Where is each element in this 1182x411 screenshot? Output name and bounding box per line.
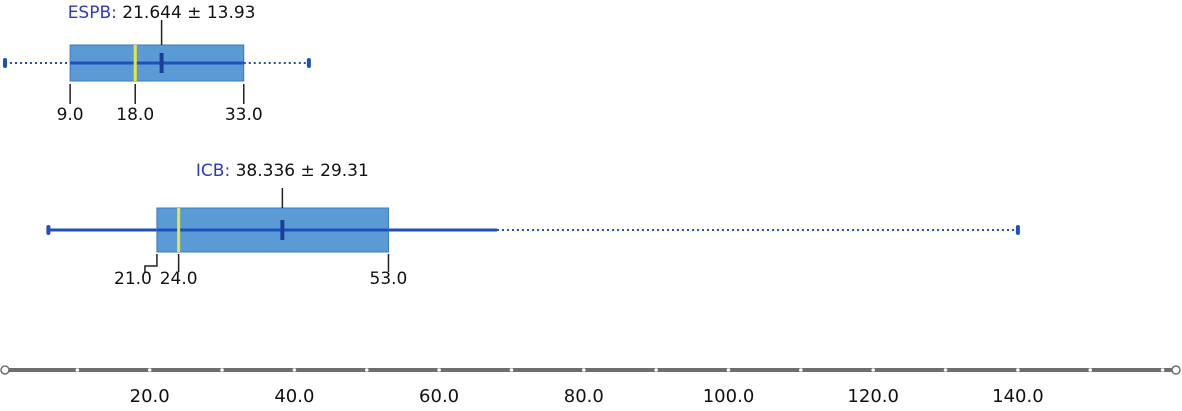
x-axis-left-cap	[0, 365, 10, 375]
x-tick-label: 120.0	[847, 386, 899, 407]
icb-q1-label: 21.0	[114, 269, 152, 289]
espb-q1-label: 9.0	[57, 105, 84, 125]
x-tick-label: 40.0	[274, 386, 314, 407]
x-axis-tick-dot	[292, 368, 297, 372]
icb-series-name: ICB:	[196, 161, 230, 181]
x-axis-tick-dot	[220, 368, 224, 372]
espb-series-label: ESPB: 21.644 ± 13.93	[68, 3, 256, 23]
espb-median-label: 18.0	[116, 105, 154, 125]
icb-max-marker	[1015, 225, 1020, 235]
x-axis-tick-dot	[726, 368, 731, 372]
x-axis-tick-dot	[654, 368, 658, 372]
icb-min-marker	[46, 225, 51, 235]
icb-mean-sd-value: 38.336 ± 29.31	[230, 161, 369, 181]
x-axis-tick-dot	[437, 368, 441, 372]
x-tick-label: 100.0	[703, 386, 755, 407]
x-axis-tick-dot	[799, 368, 803, 372]
icb-q3-label: 53.0	[370, 269, 408, 289]
espb-mean-sd-value: 21.644 ± 13.93	[117, 3, 256, 23]
x-axis-tick-dot	[582, 368, 586, 372]
espb-q3-label: 33.0	[225, 105, 263, 125]
espb-min-marker	[3, 58, 7, 68]
x-axis-right-cap	[1171, 365, 1181, 375]
icb-series-label: ICB: 38.336 ± 29.31	[196, 161, 369, 181]
x-axis-tick-dot	[943, 368, 948, 372]
x-axis-tick-dot	[147, 368, 152, 372]
x-tick-label: 60.0	[419, 386, 459, 407]
icb-q1-leader	[144, 254, 158, 272]
x-tick-label: 80.0	[564, 386, 604, 407]
espb-max-marker	[306, 58, 311, 68]
x-axis-tick-dot	[1016, 368, 1020, 372]
x-axis-tick-dot	[871, 368, 875, 372]
x-axis-tick-dot	[509, 368, 514, 372]
x-axis-tick-dot	[364, 368, 369, 372]
x-axis-tick-dot	[1160, 368, 1165, 372]
x-axis-tick-dot	[75, 368, 80, 372]
x-tick-label: 140.0	[992, 386, 1044, 407]
espb-series-name: ESPB:	[68, 3, 117, 23]
x-tick-label: 20.0	[130, 386, 170, 407]
icb-median-label: 24.0	[160, 269, 198, 289]
x-axis-tick-dot	[1088, 368, 1093, 372]
